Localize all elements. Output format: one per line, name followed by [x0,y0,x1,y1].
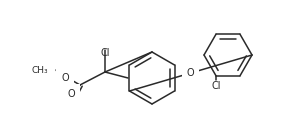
Text: O: O [61,73,69,83]
Text: CH₃: CH₃ [31,66,48,74]
Text: Cl: Cl [100,48,110,58]
Text: Cl: Cl [211,81,221,91]
Text: O: O [187,68,194,78]
Text: O: O [67,89,75,99]
